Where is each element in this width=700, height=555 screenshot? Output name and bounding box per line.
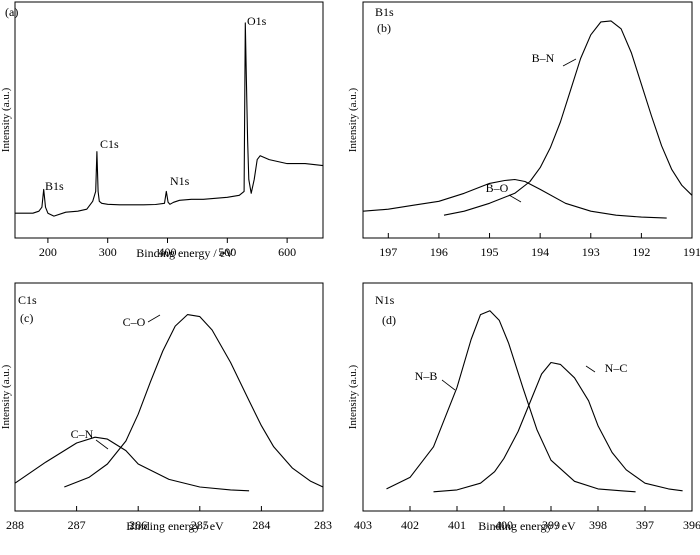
label-leader-line xyxy=(441,379,456,391)
panel-title: N1s xyxy=(375,293,395,307)
peak-label-n1s: N1s xyxy=(170,174,190,188)
label-leader-line xyxy=(95,439,109,450)
x-tick-label: 500 xyxy=(218,245,236,259)
x-tick-label: 192 xyxy=(632,245,650,259)
peak-label-n-c: N–C xyxy=(605,361,628,375)
plot-frame xyxy=(14,1,324,239)
x-tick-label: 284 xyxy=(252,518,270,532)
series-line-c-o xyxy=(64,314,324,488)
x-tick-label: 400 xyxy=(495,518,513,532)
peak-label-b-o: B–O xyxy=(486,181,509,195)
panel-title: B1s xyxy=(375,5,394,19)
x-tick-label: 196 xyxy=(430,245,448,259)
x-tick-label: 403 xyxy=(354,518,372,532)
peak-label-n-b: N–B xyxy=(415,369,438,383)
x-tick-label: 400 xyxy=(159,245,177,259)
peak-label-c-o: C–O xyxy=(123,315,146,329)
series-line-b-o xyxy=(362,178,667,219)
chart-panel-4: 403 402 401 400 399 398 397 396 Binding energy /… xyxy=(347,282,700,533)
panel-label: (b) xyxy=(377,21,391,35)
x-tick-label: 396 xyxy=(683,518,700,532)
panel-label: (a) xyxy=(5,5,18,19)
peak-label-c-n: C–N xyxy=(71,427,94,441)
x-tick-label: 287 xyxy=(68,518,86,532)
series-line-survey xyxy=(15,22,324,217)
x-tick-label: 600 xyxy=(278,245,296,259)
panel-title: C1s xyxy=(18,293,37,307)
y-axis-title: Intensity (a.u.) xyxy=(347,87,359,152)
x-tick-label: 300 xyxy=(99,245,117,259)
x-tick-label: 397 xyxy=(636,518,654,532)
series-line-b-n xyxy=(443,20,693,216)
peak-label-o1s: O1s xyxy=(247,14,267,28)
x-tick-label: 399 xyxy=(542,518,560,532)
x-tick-label: 288 xyxy=(6,518,24,532)
peak-label-b-n: B–N xyxy=(532,51,555,65)
chart-panel-3: 288 287 286 285 284 283 Binding energy / eV Int… xyxy=(0,282,332,533)
x-tick-label: 286 xyxy=(129,518,147,532)
series-line-n-c xyxy=(433,361,683,493)
peak-label-b1s: B1s xyxy=(45,179,64,193)
panel-label: (c) xyxy=(20,311,33,325)
y-axis-title: Intensity (a.u.) xyxy=(0,364,12,429)
x-tick-label: 200 xyxy=(39,245,57,259)
chart-panel-2: 197 196 195 194 193 192 191 Intensity (a.u.) (b)… xyxy=(347,1,700,259)
series-line-n-b xyxy=(386,310,636,493)
x-tick-label: 194 xyxy=(531,245,549,259)
x-tick-label: 285 xyxy=(191,518,209,532)
x-tick-label: 195 xyxy=(481,245,499,259)
plot-frame xyxy=(362,1,693,239)
x-tick-label: 283 xyxy=(314,518,332,532)
label-leader-line xyxy=(585,365,596,373)
plot-frame xyxy=(362,282,693,512)
x-tick-label: 398 xyxy=(589,518,607,532)
label-leader-line xyxy=(562,58,577,67)
y-axis-title: Intensity (a.u.) xyxy=(347,364,359,429)
x-axis-title: Binding energy / eV xyxy=(136,246,234,260)
x-axis-title: Binding energy / eV xyxy=(478,519,576,533)
x-tick-label: 401 xyxy=(448,518,466,532)
chart-panel-1: 200 300 400 500 600 Binding energy / eV Intens… xyxy=(0,1,324,260)
series-line-c-n xyxy=(14,436,250,492)
label-leader-line xyxy=(508,194,522,203)
peak-label-c1s: C1s xyxy=(100,137,119,151)
label-leader-line xyxy=(147,314,161,323)
plot-frame xyxy=(14,282,324,512)
y-axis-title: Intensity (a.u.) xyxy=(0,87,12,152)
x-axis-title: Binding energy / eV xyxy=(126,519,224,533)
x-tick-label: 193 xyxy=(582,245,600,259)
panel-label: (d) xyxy=(382,313,396,327)
x-tick-label: 402 xyxy=(401,518,419,532)
x-tick-label: 191 xyxy=(683,245,700,259)
x-tick-label: 197 xyxy=(379,245,397,259)
